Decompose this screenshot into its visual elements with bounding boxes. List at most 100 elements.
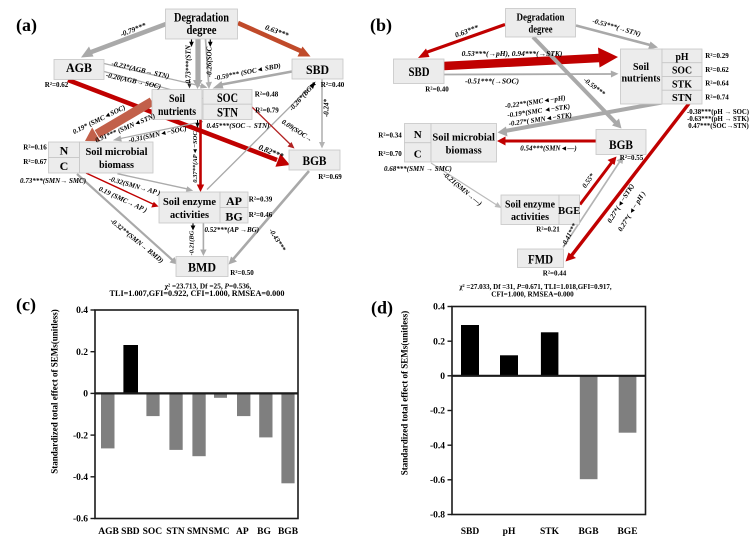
svg-text:FMD: FMD <box>528 253 553 267</box>
svg-text:0.4: 0.4 <box>76 306 88 316</box>
svg-text:R²=0.40: R²=0.40 <box>425 86 449 94</box>
svg-text:-0.26(SOC: -0.26(SOC <box>206 46 214 77</box>
svg-text:activities: activities <box>511 212 549 223</box>
svg-text:Soil enzyme: Soil enzyme <box>163 196 216 208</box>
svg-text:BGE: BGE <box>617 527 637 537</box>
svg-text:BMD: BMD <box>188 260 216 275</box>
svg-text:-0.8: -0.8 <box>430 511 445 521</box>
svg-text:BGB: BGB <box>609 137 633 152</box>
svg-text:0.45***(SOC→ STN): 0.45***(SOC→ STN) <box>206 122 269 130</box>
svg-text:Standardized total effect of S: Standardized total effect of SEMs(unitle… <box>50 309 60 473</box>
svg-text:SMC: SMC <box>208 527 229 537</box>
svg-text:SMN: SMN <box>187 527 208 537</box>
svg-text:(a): (a) <box>16 15 37 36</box>
svg-text:-0.21(BG: -0.21(BG <box>189 230 196 255</box>
svg-text:SBD: SBD <box>409 65 430 79</box>
svg-text:R²=0.69: R²=0.69 <box>318 173 342 181</box>
svg-text:Soil: Soil <box>633 62 649 73</box>
svg-text:AGB: AGB <box>66 60 92 75</box>
svg-text:0.37**(AP◄−SOC: 0.37**(AP◄−SOC <box>192 131 199 183</box>
svg-text:R²=0.40: R²=0.40 <box>321 81 345 89</box>
svg-text:R²=0.64: R²=0.64 <box>705 80 729 88</box>
svg-text:nutrients: nutrients <box>622 74 661 85</box>
svg-text:AP: AP <box>236 527 249 537</box>
svg-text:C: C <box>60 159 69 173</box>
svg-text:activities: activities <box>170 209 210 221</box>
svg-text:0: 0 <box>83 390 88 400</box>
svg-text:0.47***(SOC→STN): 0.47***(SOC→STN) <box>688 123 749 130</box>
svg-text:SOC: SOC <box>217 91 238 105</box>
svg-text:degree: degree <box>529 25 553 36</box>
svg-text:χ² =27.033, Df =31, P=0.671, T: χ² =27.033, Df =31, P=0.671, TLI=1.018,G… <box>458 283 612 291</box>
svg-text:Soil microbial: Soil microbial <box>86 146 148 158</box>
svg-text:-0.6: -0.6 <box>73 515 88 525</box>
svg-text:0.54***(SMN◄—): 0.54***(SMN◄—) <box>520 145 577 153</box>
svg-text:R²=0.62: R²=0.62 <box>705 66 729 74</box>
svg-text:Soil: Soil <box>169 93 185 105</box>
svg-text:R²=0.44: R²=0.44 <box>543 270 567 278</box>
svg-text:R²=0.55: R²=0.55 <box>620 154 644 162</box>
svg-text:R²=0.29: R²=0.29 <box>705 52 729 60</box>
svg-text:SBD: SBD <box>461 527 480 537</box>
svg-text:R²=0.16: R²=0.16 <box>23 144 47 152</box>
svg-text:R²=0.34: R²=0.34 <box>378 132 402 140</box>
svg-text:R²=0.79: R²=0.79 <box>255 107 279 115</box>
svg-text:R²=0.62: R²=0.62 <box>45 81 69 89</box>
svg-text:R²=0.74: R²=0.74 <box>705 94 729 102</box>
svg-text:CFI=1.000, RMSEA=0.000: CFI=1.000, RMSEA=0.000 <box>491 290 574 298</box>
svg-text:BG: BG <box>257 527 271 537</box>
svg-text:R²=0.39: R²=0.39 <box>249 196 273 204</box>
svg-text:BGB: BGB <box>578 527 599 537</box>
svg-text:(b): (b) <box>370 15 392 36</box>
svg-text:0.73***(SMN→ SMC): 0.73***(SMN→ SMC) <box>20 177 86 185</box>
svg-text:0: 0 <box>440 372 445 382</box>
svg-text:0.2: 0.2 <box>433 337 445 347</box>
svg-text:Degradation: Degradation <box>517 13 565 24</box>
svg-text:biomass: biomass <box>446 146 482 157</box>
svg-text:STN: STN <box>217 106 238 120</box>
svg-text:-0.38***(pH → SOC): -0.38***(pH → SOC) <box>687 109 749 116</box>
svg-text:0.2: 0.2 <box>76 348 88 358</box>
svg-text:AGB: AGB <box>98 527 119 537</box>
svg-text:R²=0.70: R²=0.70 <box>378 150 402 158</box>
svg-text:TLI=1.007,GFI=0.922, CFI=1.000: TLI=1.007,GFI=0.922, CFI=1.000, RMSEA=0.… <box>110 289 285 298</box>
svg-text:-0.4: -0.4 <box>430 441 445 451</box>
svg-text:BGE: BGE <box>558 206 580 217</box>
svg-text:BG: BG <box>225 210 242 224</box>
svg-text:0.53***(→pH), 0.94***(→STK): 0.53***(→pH), 0.94***(→STK) <box>462 49 563 58</box>
svg-text:-0.2: -0.2 <box>430 407 445 417</box>
svg-text:0.4: 0.4 <box>433 303 445 313</box>
svg-text:STN: STN <box>166 527 185 537</box>
svg-text:nutrients: nutrients <box>158 106 196 118</box>
svg-text:C: C <box>414 149 422 161</box>
svg-text:R²=0.46: R²=0.46 <box>249 211 273 219</box>
svg-text:SOC: SOC <box>143 527 163 537</box>
svg-text:R²=0.48: R²=0.48 <box>255 91 279 99</box>
svg-text:STK: STK <box>540 527 560 537</box>
svg-text:-0.24*: -0.24* <box>323 98 331 117</box>
svg-text:AP: AP <box>226 194 242 208</box>
svg-text:N: N <box>414 129 422 141</box>
svg-text:0.52***(AP →BG): 0.52***(AP →BG) <box>205 226 260 234</box>
svg-text:Standardized total effect of: Standardized total effect of SEMs(unitle… <box>400 311 410 475</box>
svg-text:SBD: SBD <box>306 62 329 77</box>
svg-text:-0.63***(pH → STK): -0.63***(pH → STK) <box>687 116 749 123</box>
svg-text:STN: STN <box>672 92 692 104</box>
svg-text:(c): (c) <box>16 295 36 316</box>
svg-text:N: N <box>60 144 69 158</box>
svg-text:SBD: SBD <box>121 527 140 537</box>
svg-text:R²=0.50: R²=0.50 <box>230 269 254 277</box>
svg-text:degree: degree <box>187 23 217 37</box>
svg-text:-0.73***(STN: -0.73***(STN <box>185 44 193 86</box>
svg-text:R²=0.21: R²=0.21 <box>536 226 560 234</box>
svg-text:biomass: biomass <box>99 159 135 171</box>
svg-text:STK: STK <box>672 78 692 90</box>
svg-text:-0.2: -0.2 <box>73 431 88 441</box>
svg-text:BGB: BGB <box>278 527 299 537</box>
svg-text:Soil enzyme: Soil enzyme <box>505 200 555 211</box>
svg-text:χ² =23.713, Df =25, P=0.536,: χ² =23.713, Df =25, P=0.536, <box>164 282 252 291</box>
svg-text:SOC: SOC <box>672 65 692 77</box>
svg-text:Degradation: Degradation <box>174 11 229 25</box>
svg-text:pH: pH <box>503 527 516 537</box>
svg-text:BGB: BGB <box>303 153 327 168</box>
